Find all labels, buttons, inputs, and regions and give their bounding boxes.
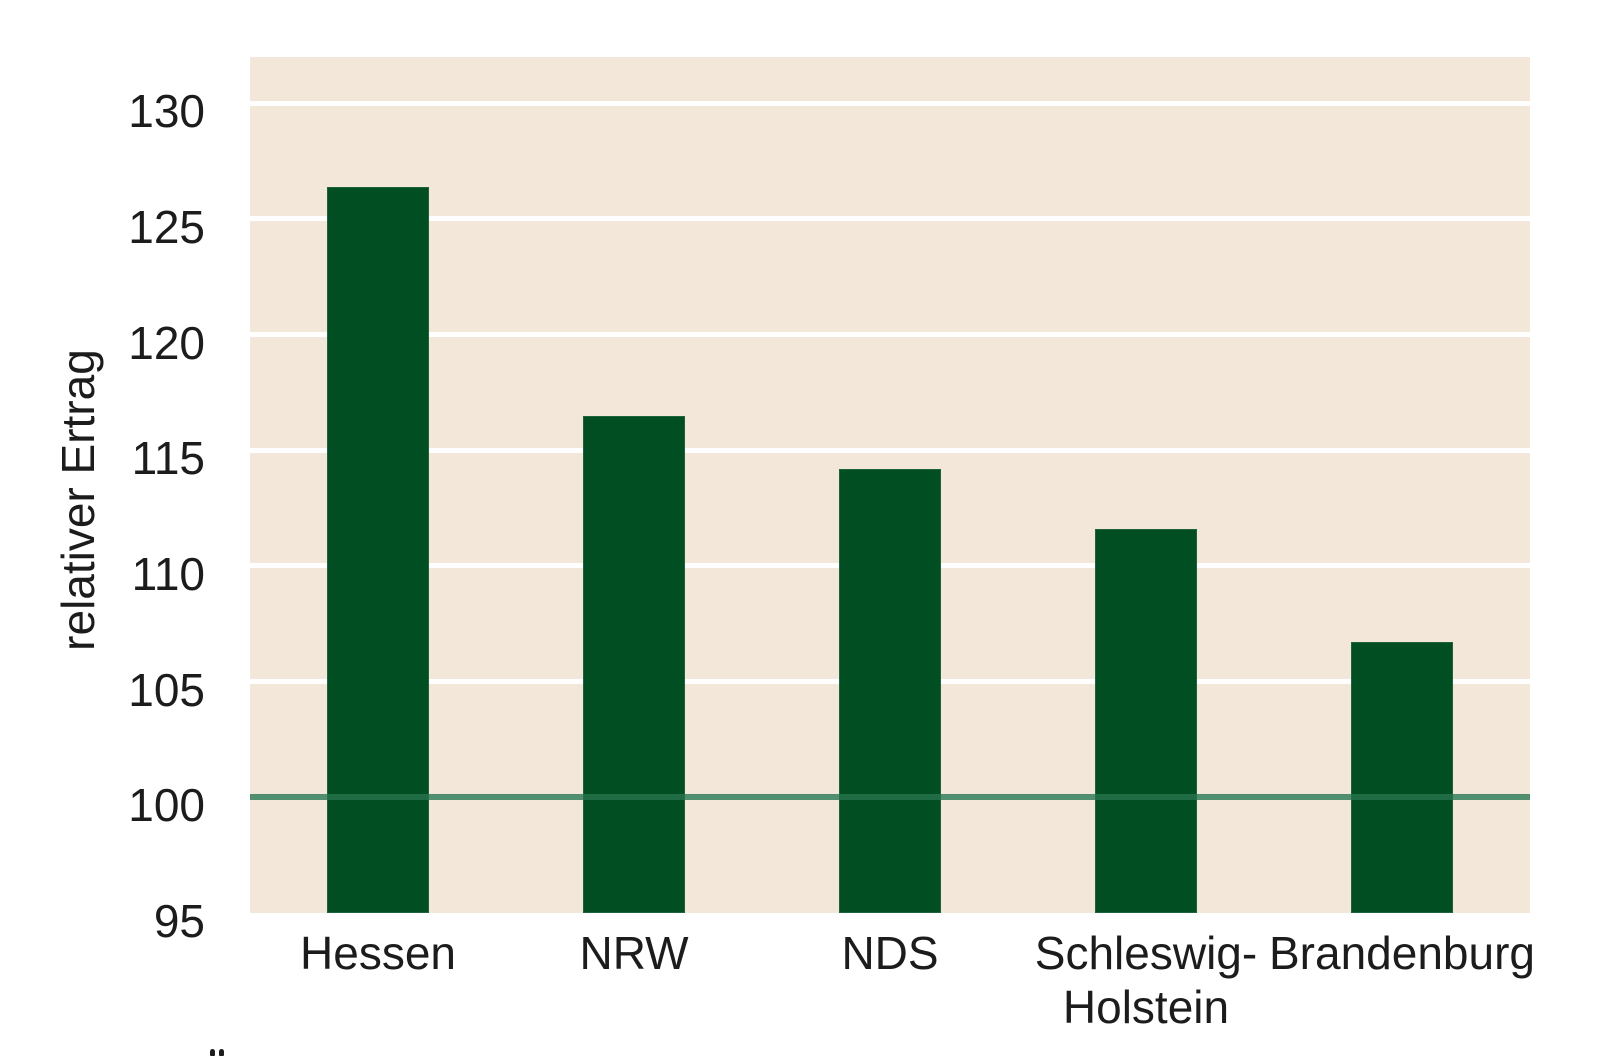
reference-line-100 [250,794,1530,801]
x-label-schleswig-holstein: Schleswig- Holstein [1034,927,1258,1033]
plot-area [250,57,1530,913]
y-tick-label-125: 125 [128,200,205,253]
cutoff-text-umlaut-fragment-icon [210,1049,226,1056]
gridline-115 [250,447,1530,453]
x-label-brandenburg: Brandenburg [1269,927,1535,979]
y-tick-label-130: 130 [128,85,205,138]
bar-schleswig-holstein [1095,528,1197,913]
bar-brandenburg [1351,642,1453,913]
x-label-nrw: NRW [579,927,689,979]
umlaut-dot-right [219,1049,224,1056]
gridline-130 [250,100,1530,106]
bar-hessen [327,186,429,913]
x-label-hessen: Hessen [300,927,456,979]
y-tick-label-120: 120 [128,316,205,369]
bar-nds [839,468,941,913]
bar-nrw [583,415,685,913]
y-tick-label-95: 95 [153,895,205,947]
y-tick-label-115: 115 [131,432,205,485]
gridline-120 [250,332,1530,338]
x-label-nds: NDS [841,927,939,979]
gridline-125 [250,216,1530,222]
umlaut-dot-left [210,1049,215,1056]
y-tick-label-100: 100 [128,779,205,832]
y-tick-label-110: 110 [131,547,205,600]
y-tick-label-105: 105 [128,663,205,716]
